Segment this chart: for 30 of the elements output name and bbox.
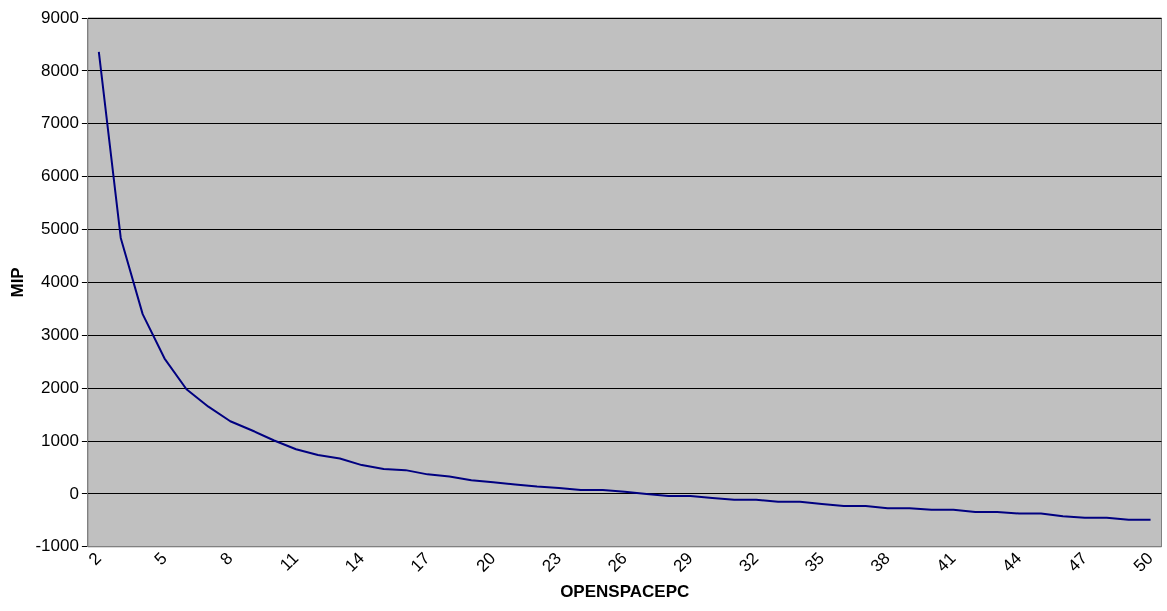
x-tick-label: 32 <box>735 548 763 576</box>
x-tick-label: 23 <box>538 548 566 576</box>
y-tick-label: 7000 <box>41 113 79 133</box>
y-tick-label: 1000 <box>41 430 79 450</box>
x-tick-label: 20 <box>472 548 500 576</box>
x-tick-label: 41 <box>932 548 960 576</box>
x-tick-label: 5 <box>150 548 171 569</box>
x-tick-label: 35 <box>801 548 829 576</box>
x-tick-label: 47 <box>1064 548 1091 576</box>
x-tick-label: 44 <box>998 548 1026 576</box>
x-tick-label: 8 <box>216 548 237 569</box>
y-tick-label: 9000 <box>41 7 79 27</box>
x-tick-label: 38 <box>866 548 894 576</box>
y-tick-label: 3000 <box>41 324 79 344</box>
y-tick-label: 6000 <box>41 166 79 186</box>
y-tick-label: 4000 <box>41 272 79 292</box>
y-axis-title: MIP <box>7 267 27 298</box>
x-tick-label: 2 <box>84 548 105 569</box>
y-tick-label: -1000 <box>35 536 79 556</box>
x-tick-label: 11 <box>276 548 303 575</box>
y-tick-label: 2000 <box>41 377 79 397</box>
y-tick-label: 8000 <box>41 60 79 80</box>
x-tick-label: 50 <box>1129 548 1157 576</box>
x-tick-label: 26 <box>604 548 631 576</box>
x-tick-label: 14 <box>341 548 368 576</box>
x-axis-title: OPENSPACEPC <box>560 582 690 602</box>
x-tick-label: 17 <box>406 548 434 576</box>
x-tick-label: 29 <box>669 548 697 576</box>
y-tick-label: 0 <box>69 483 79 503</box>
y-tick-label: 5000 <box>41 219 79 239</box>
